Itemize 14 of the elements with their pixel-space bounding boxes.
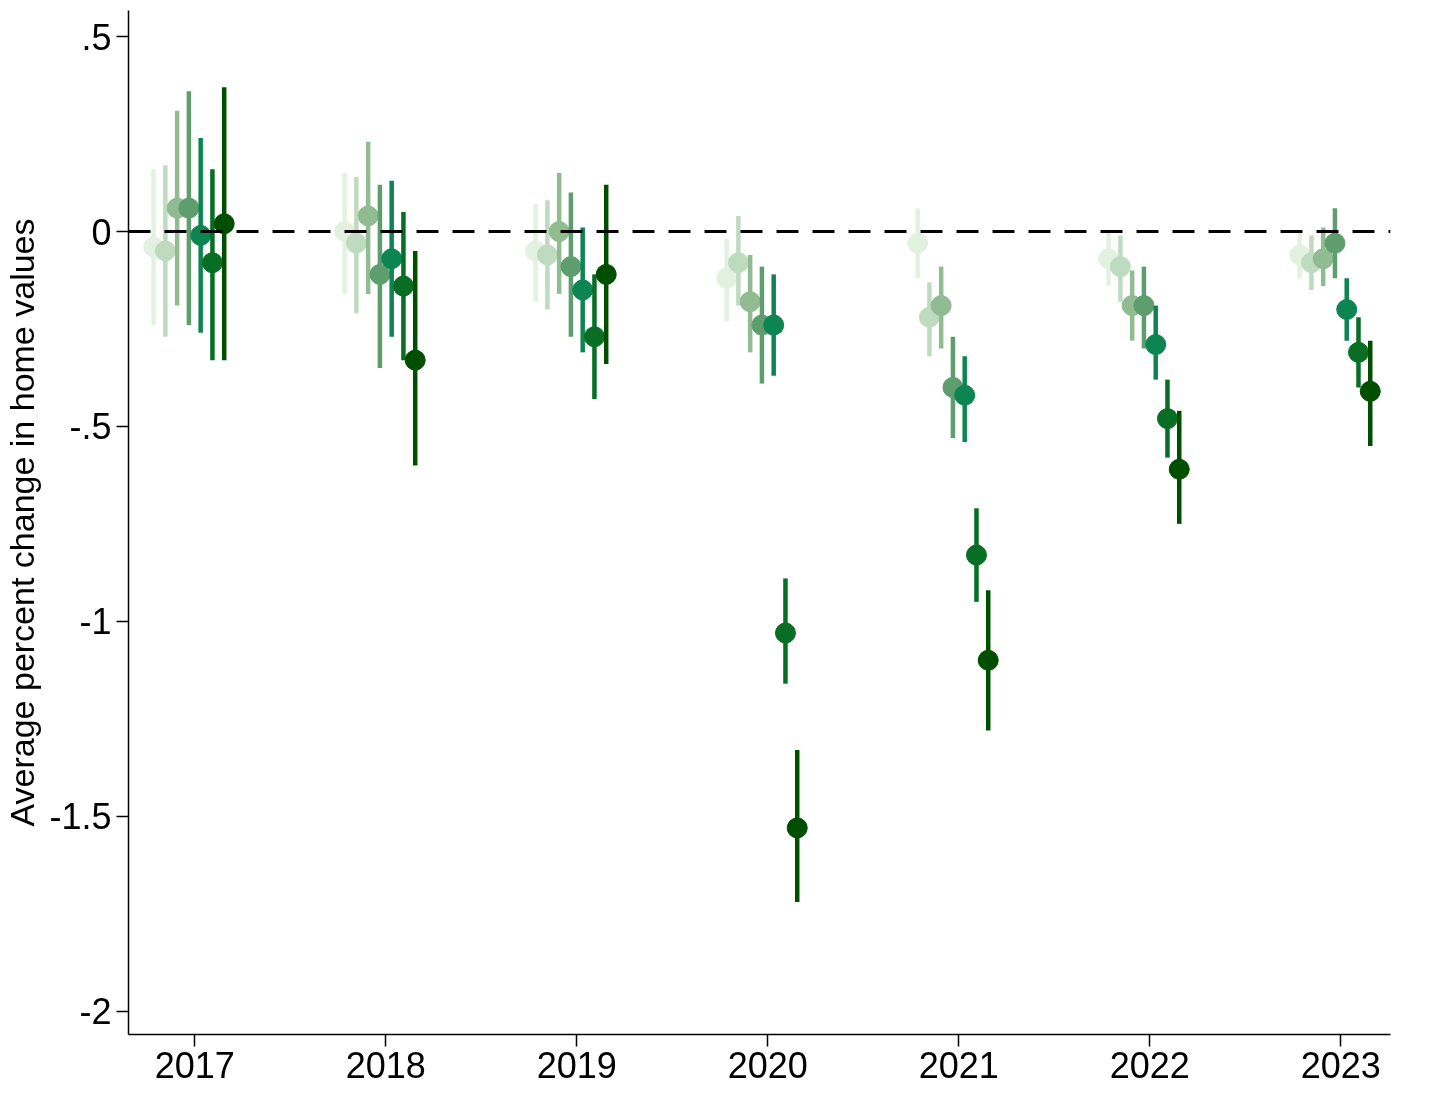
y-tick-label: -1.5 xyxy=(49,796,112,838)
x-tick-label: 2020 xyxy=(727,1044,808,1086)
y-tick-label: .5 xyxy=(81,16,112,58)
y-tick-label: -2 xyxy=(79,991,112,1033)
x-tick-label: 2023 xyxy=(1300,1044,1381,1086)
x-tick-label: 2019 xyxy=(536,1044,617,1086)
x-tick-label: 2018 xyxy=(345,1044,426,1086)
y-tick-label: 0 xyxy=(91,211,112,253)
x-tick-label: 2017 xyxy=(154,1044,235,1086)
x-tick-label: 2022 xyxy=(1109,1044,1190,1086)
y-tick-label: -1 xyxy=(79,601,112,643)
y-tick-label: -.5 xyxy=(69,406,112,448)
y-axis-title: Average percent change in home values xyxy=(3,218,42,827)
x-tick-label: 2021 xyxy=(918,1044,999,1086)
